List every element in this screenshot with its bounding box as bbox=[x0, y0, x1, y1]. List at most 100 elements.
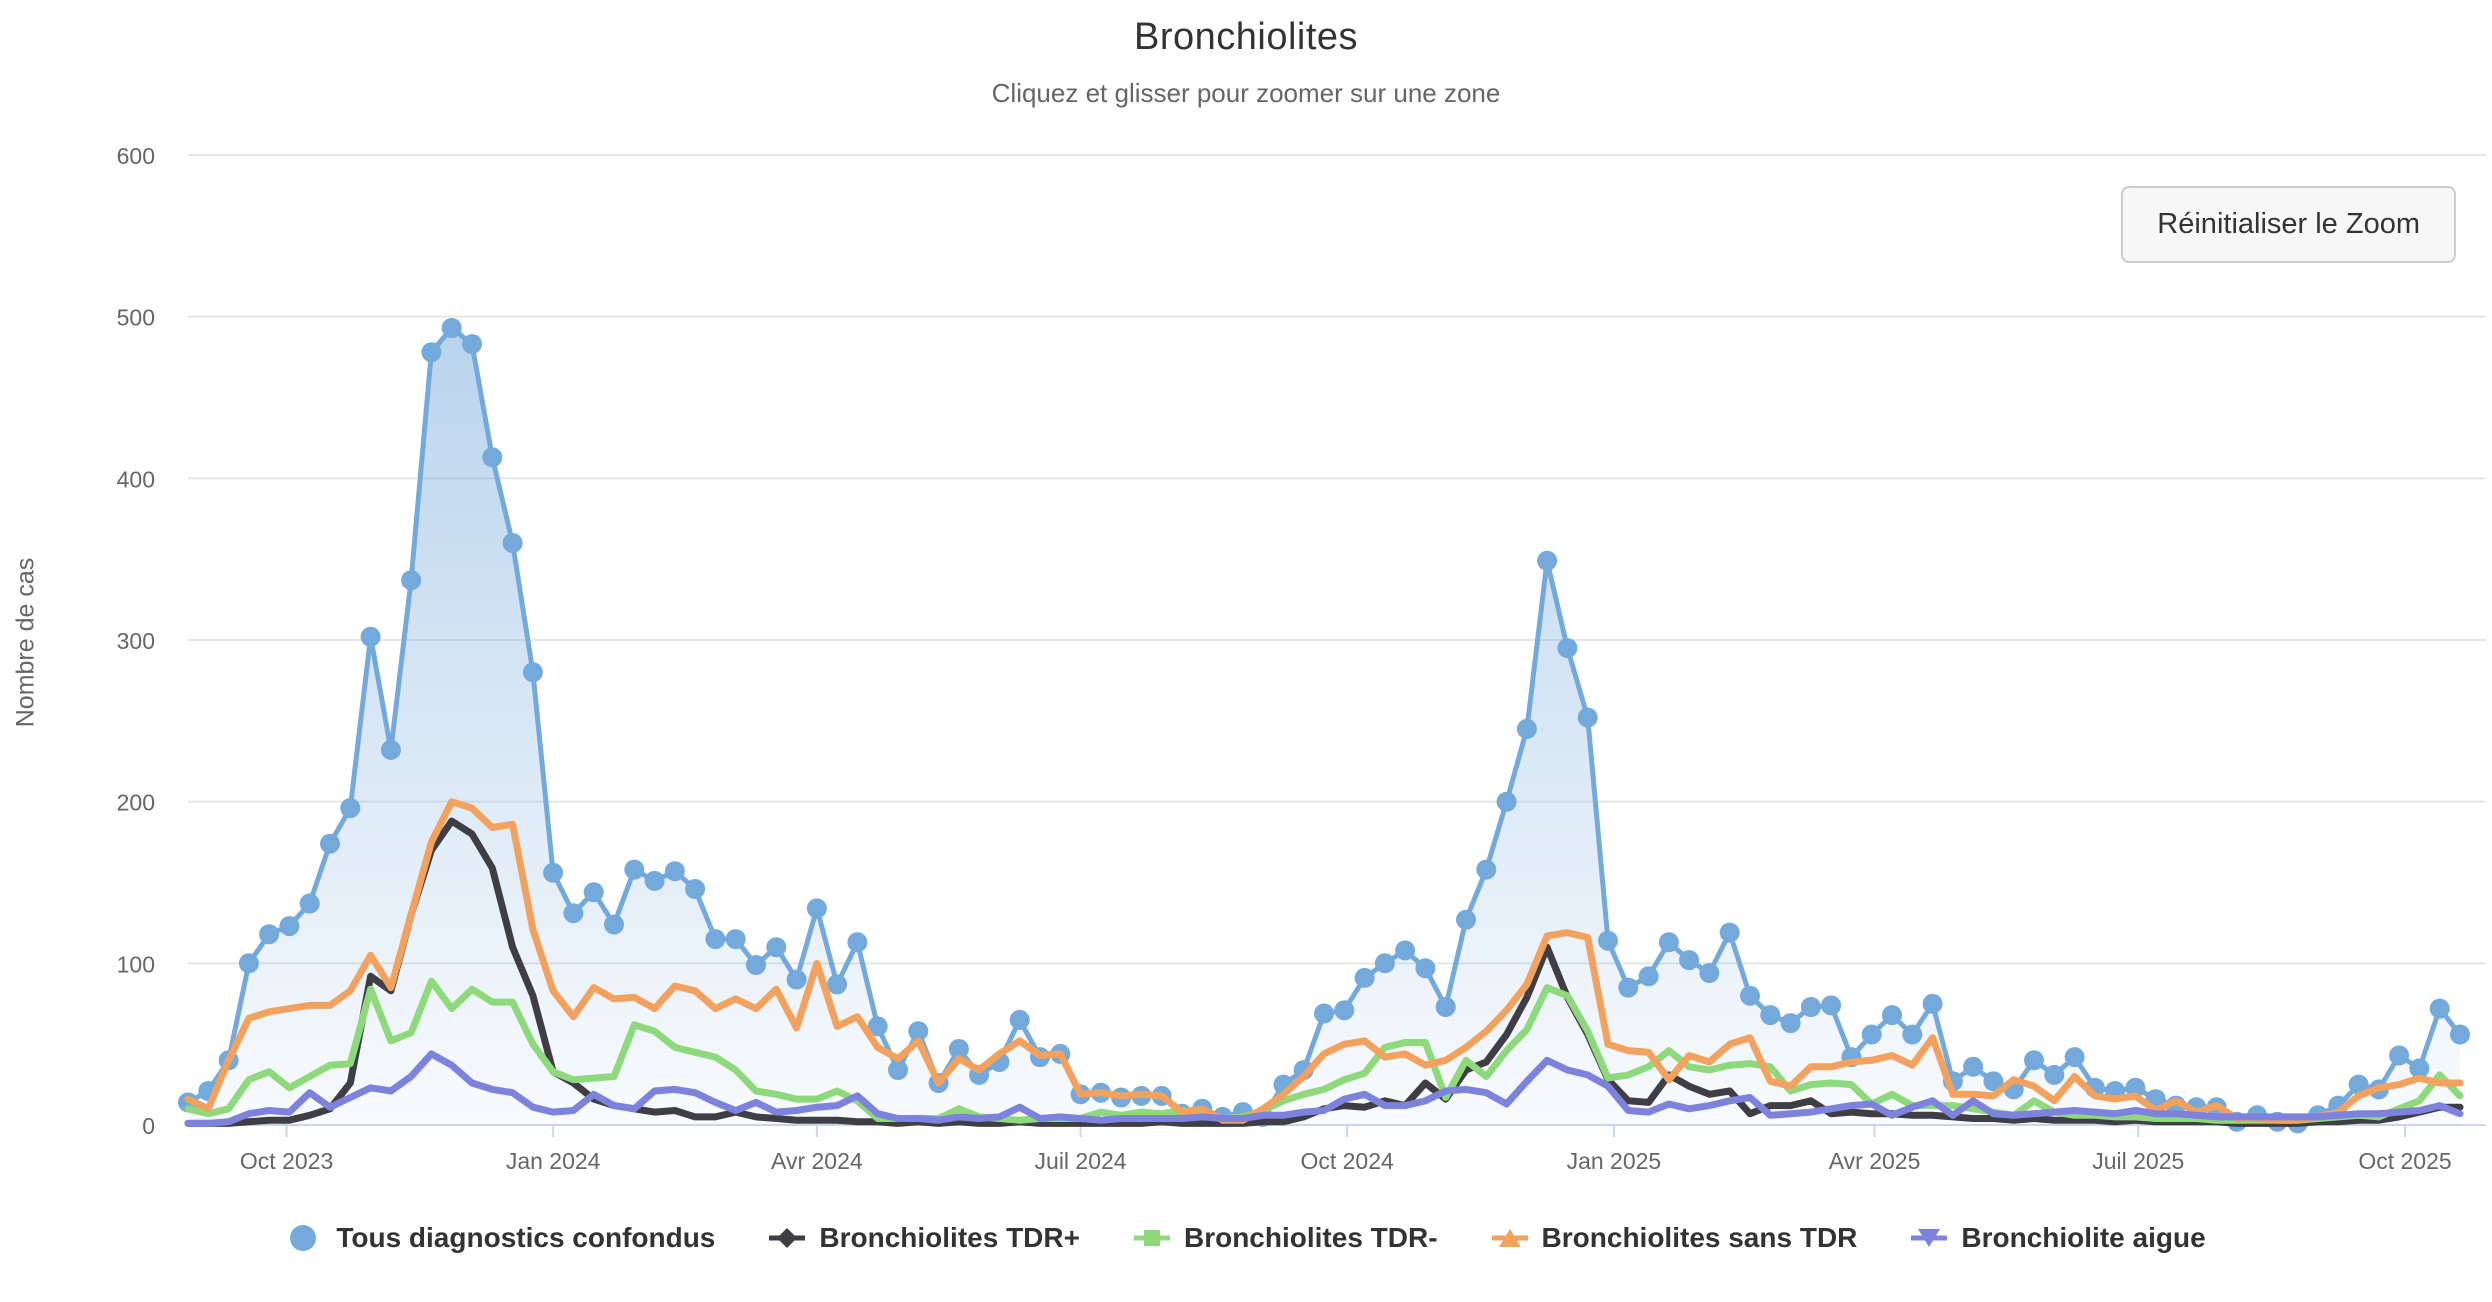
data-point-marker[interactable] bbox=[279, 916, 300, 937]
data-point-marker[interactable] bbox=[1618, 977, 1639, 998]
x-axis-label: Juil 2025 bbox=[2092, 1148, 2184, 1174]
data-point-marker[interactable] bbox=[502, 533, 523, 553]
data-point-marker[interactable] bbox=[644, 870, 665, 891]
data-point-marker[interactable] bbox=[482, 447, 503, 468]
data-point-marker[interactable] bbox=[1557, 638, 1578, 659]
data-point-marker[interactable] bbox=[1334, 1000, 1355, 1021]
data-point-marker[interactable] bbox=[888, 1060, 908, 1080]
x-axis-label: Avr 2024 bbox=[771, 1148, 863, 1174]
data-point-marker[interactable] bbox=[705, 929, 726, 950]
data-point-marker[interactable] bbox=[766, 937, 787, 958]
series-area-0 bbox=[188, 328, 2460, 1125]
data-point-marker[interactable] bbox=[1496, 791, 1517, 812]
data-point-marker[interactable] bbox=[522, 662, 543, 683]
x-axis-label: Jan 2025 bbox=[1567, 1148, 1662, 1174]
data-point-marker[interactable] bbox=[1537, 550, 1558, 571]
data-point-marker[interactable] bbox=[786, 969, 807, 990]
reset-zoom-button[interactable]: Réinitialiser le Zoom bbox=[2121, 186, 2456, 263]
data-point-marker[interactable] bbox=[1821, 995, 1842, 1016]
legend-marker-diamond-icon bbox=[769, 1228, 806, 1248]
data-point-marker[interactable] bbox=[1577, 707, 1598, 728]
data-point-marker[interactable] bbox=[462, 334, 482, 355]
y-axis-label: 0 bbox=[142, 1113, 155, 1139]
legend-item-1[interactable]: Bronchiolites TDR+ bbox=[769, 1222, 1080, 1254]
data-point-marker[interactable] bbox=[1699, 963, 1720, 983]
data-point-marker[interactable] bbox=[1374, 953, 1395, 974]
legend-item-4[interactable]: Bronchiolite aigue bbox=[1911, 1222, 2206, 1254]
data-point-marker[interactable] bbox=[1760, 1005, 1781, 1026]
data-point-marker[interactable] bbox=[2064, 1047, 2085, 1068]
data-point-marker[interactable] bbox=[1009, 1009, 1030, 1030]
data-point-marker[interactable] bbox=[563, 903, 584, 924]
data-point-marker[interactable] bbox=[806, 898, 827, 919]
data-point-marker[interactable] bbox=[380, 739, 401, 760]
y-axis-label: 300 bbox=[117, 628, 155, 654]
data-point-marker[interactable] bbox=[867, 1016, 888, 1037]
data-point-marker[interactable] bbox=[1516, 718, 1537, 739]
data-point-marker[interactable] bbox=[238, 953, 259, 974]
legend-label: Bronchiolites TDR- bbox=[1183, 1222, 1438, 1253]
data-point-marker[interactable] bbox=[604, 914, 624, 935]
chart-subtitle: Cliquez et glisser pour zoomer sur une z… bbox=[991, 78, 1501, 108]
data-point-marker[interactable] bbox=[1882, 1005, 1902, 1026]
data-point-marker[interactable] bbox=[847, 932, 868, 953]
data-point-marker[interactable] bbox=[1658, 932, 1679, 953]
data-point-marker[interactable] bbox=[421, 342, 442, 363]
data-point-marker[interactable] bbox=[624, 859, 645, 880]
y-axis-label: 400 bbox=[117, 466, 155, 492]
data-point-marker[interactable] bbox=[664, 861, 685, 882]
data-point-marker[interactable] bbox=[1780, 1013, 1801, 1034]
data-point-marker[interactable] bbox=[340, 798, 361, 819]
data-point-marker[interactable] bbox=[1456, 909, 1476, 930]
data-point-marker[interactable] bbox=[441, 318, 462, 338]
data-point-marker[interactable] bbox=[2429, 998, 2450, 1019]
data-point-marker[interactable] bbox=[1983, 1071, 2004, 1092]
data-point-marker[interactable] bbox=[543, 862, 564, 883]
data-point-marker[interactable] bbox=[1415, 958, 1436, 979]
data-point-marker[interactable] bbox=[1679, 950, 1700, 971]
data-point-marker[interactable] bbox=[1354, 967, 1375, 988]
legend-item-0[interactable]: Tous diagnostics confondus bbox=[286, 1222, 715, 1254]
data-point-marker[interactable] bbox=[1963, 1056, 1984, 1077]
x-axis-label: Juil 2024 bbox=[1035, 1148, 1127, 1174]
data-point-marker[interactable] bbox=[2450, 1024, 2470, 1045]
data-point-marker[interactable] bbox=[2389, 1045, 2410, 1066]
data-point-marker[interactable] bbox=[1598, 930, 1618, 951]
data-point-marker[interactable] bbox=[299, 893, 320, 914]
data-point-marker[interactable] bbox=[2125, 1077, 2146, 1098]
legend-label: Bronchiolites TDR+ bbox=[819, 1222, 1080, 1253]
data-point-marker[interactable] bbox=[259, 924, 280, 945]
data-point-marker[interactable] bbox=[360, 626, 381, 647]
legend-item-3[interactable]: Bronchiolites sans TDR bbox=[1491, 1222, 1857, 1254]
data-point-marker[interactable] bbox=[685, 879, 706, 899]
x-axis-label: Oct 2023 bbox=[240, 1148, 333, 1174]
legend-label: Bronchiolite aigue bbox=[1961, 1222, 2206, 1253]
data-point-marker[interactable] bbox=[1800, 997, 1821, 1017]
data-point-marker[interactable] bbox=[1395, 940, 1416, 961]
data-point-marker[interactable] bbox=[1719, 922, 1740, 943]
data-point-marker[interactable] bbox=[1740, 985, 1760, 1006]
legend-item-2[interactable]: Bronchiolites TDR- bbox=[1133, 1222, 1438, 1254]
data-point-marker[interactable] bbox=[1476, 859, 1497, 880]
data-point-marker[interactable] bbox=[401, 570, 422, 591]
data-point-marker[interactable] bbox=[746, 955, 766, 975]
data-point-marker[interactable] bbox=[2024, 1050, 2044, 1071]
data-point-marker[interactable] bbox=[583, 882, 604, 903]
data-point-marker[interactable] bbox=[2409, 1058, 2430, 1079]
data-point-marker[interactable] bbox=[1314, 1003, 1334, 1024]
data-point-marker[interactable] bbox=[827, 974, 848, 995]
data-point-marker[interactable] bbox=[320, 833, 340, 854]
data-point-marker[interactable] bbox=[1435, 997, 1456, 1017]
data-point-marker[interactable] bbox=[1638, 966, 1659, 987]
data-point-marker[interactable] bbox=[1861, 1024, 1882, 1045]
legend-marker-circle-icon bbox=[290, 1225, 317, 1251]
data-point-marker[interactable] bbox=[948, 1039, 969, 1059]
data-point-marker[interactable] bbox=[725, 929, 746, 950]
data-point-marker[interactable] bbox=[908, 1021, 929, 1042]
data-point-marker[interactable] bbox=[1922, 993, 1943, 1014]
data-point-marker[interactable] bbox=[2044, 1064, 2065, 1085]
data-point-marker[interactable] bbox=[1902, 1024, 1923, 1045]
data-point-marker[interactable] bbox=[2348, 1074, 2369, 1095]
